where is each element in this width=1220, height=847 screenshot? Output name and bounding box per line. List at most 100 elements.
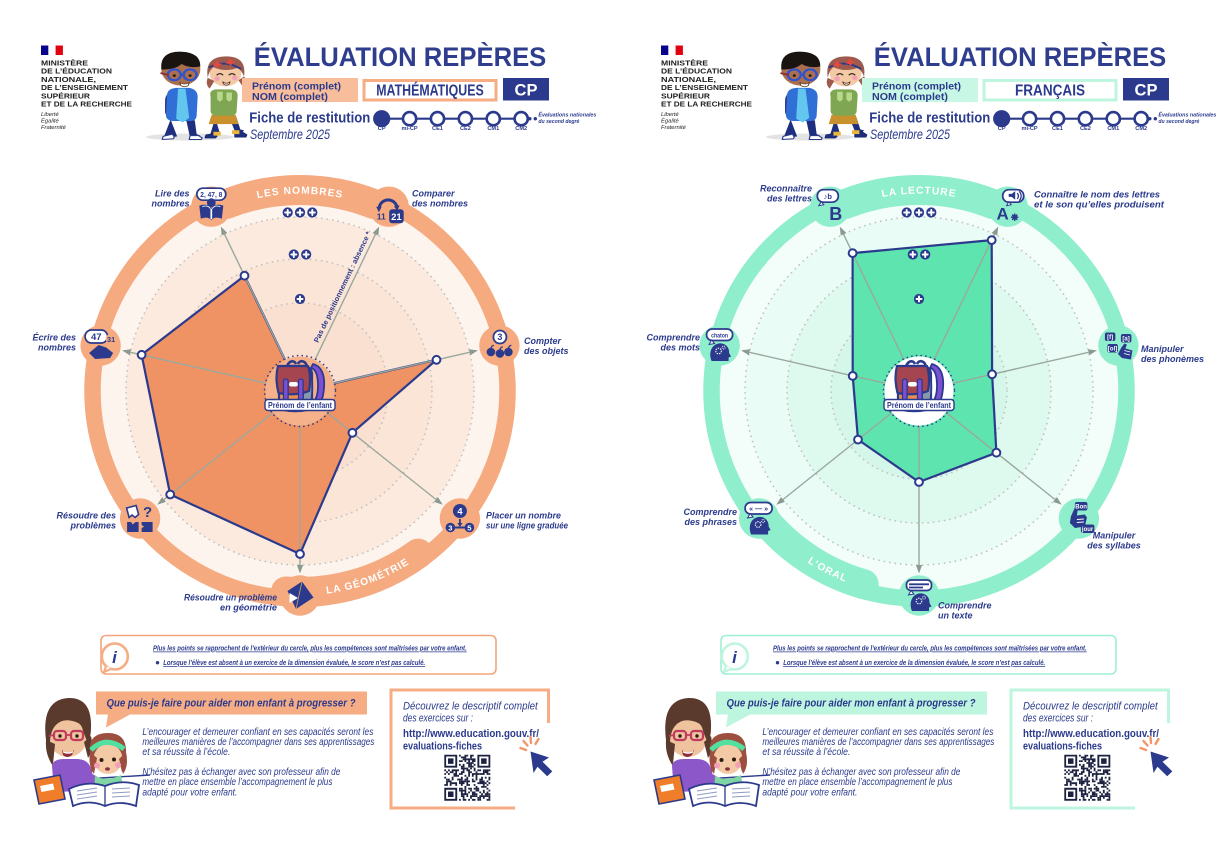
svg-text:[a]: [a] (1122, 336, 1129, 342)
svg-text:Résoudre un problème: Résoudre un problème (184, 593, 277, 603)
svg-text:http://www.education.gouv.fr/: http://www.education.gouv.fr/ (1023, 728, 1159, 740)
svg-text:B: B (829, 204, 842, 224)
svg-text:des exercices sur :: des exercices sur : (403, 713, 473, 725)
svg-text:et le son qu’elles produisent: et le son qu’elles produisent (1034, 199, 1165, 209)
svg-text:mettre en place ensemble l’acc: mettre en place ensemble l’accompagnemen… (762, 777, 952, 788)
svg-text:Placer un nombre: Placer un nombre (486, 511, 561, 521)
svg-text:Fiche de restitution: Fiche de restitution (249, 109, 370, 126)
svg-text:DE L’ÉDUCATION: DE L’ÉDUCATION (41, 67, 112, 76)
svg-text:LES NOMBRES: LES NOMBRES (256, 186, 344, 202)
svg-text:ÉVALUATION REPÈRES: ÉVALUATION REPÈRES (874, 42, 1167, 72)
svg-text:adapté pour votre enfant.: adapté pour votre enfant. (142, 787, 237, 798)
svg-text:Résoudre des: Résoudre des (56, 511, 116, 521)
svg-text:Découvrez le descriptif comple: Découvrez le descriptif complet (1023, 701, 1159, 713)
svg-text:Manipuler: Manipuler (1141, 344, 1184, 354)
svg-text:Plus les points se rapprochent: Plus les points se rapprochent de l’exté… (153, 644, 467, 653)
svg-text:mettre en place ensemble l’acc: mettre en place ensemble l’accompagnemen… (142, 777, 332, 788)
svg-text:sur une ligne graduée: sur une ligne graduée (486, 520, 568, 530)
svg-text:CP: CP (998, 126, 1006, 132)
svg-text:Prénom de l’enfant: Prénom de l’enfant (268, 401, 332, 410)
svg-text:N’hésitez pas à échanger avec: N’hésitez pas à échanger avec son profes… (142, 767, 340, 778)
svg-text:CE1: CE1 (432, 126, 443, 132)
svg-text:un texte: un texte (938, 610, 973, 620)
svg-text:nombres: nombres (38, 342, 76, 352)
svg-text:SUPÉRIEUR: SUPÉRIEUR (661, 91, 711, 100)
svg-text:des mots: des mots (660, 342, 700, 352)
svg-text:« — »: « — » (749, 506, 768, 513)
svg-text:FRANÇAIS: FRANÇAIS (1015, 82, 1085, 99)
svg-text:Compter: Compter (524, 336, 561, 346)
svg-text:chaton: chaton (711, 332, 728, 339)
svg-text:4: 4 (457, 507, 463, 517)
svg-text:MINISTÈRE: MINISTÈRE (661, 59, 708, 68)
svg-text:i: i (112, 648, 118, 667)
svg-text:CM1: CM1 (1107, 126, 1119, 132)
svg-text:et sa réussite à l’école.: et sa réussite à l’école. (142, 747, 230, 758)
svg-text:du second degré: du second degré (538, 119, 579, 125)
svg-text:♪b: ♪b (824, 192, 833, 201)
svg-text:CP: CP (515, 82, 538, 100)
svg-text:Fiche de restitution: Fiche de restitution (869, 109, 990, 126)
svg-text:Connaître le nom des lettres: Connaître le nom des lettres (1034, 190, 1160, 200)
svg-text:du second degré: du second degré (1158, 119, 1199, 125)
svg-text:CM1: CM1 (487, 126, 499, 132)
svg-text:Comprendre: Comprendre (683, 507, 737, 517)
svg-text:evaluations-fiches: evaluations-fiches (403, 741, 482, 753)
svg-text:21: 21 (391, 212, 402, 223)
svg-text:Lire des: Lire des (155, 189, 190, 199)
svg-text:NOM (complet): NOM (complet) (252, 92, 328, 103)
svg-text:Écrire des: Écrire des (32, 333, 76, 343)
svg-text:meilleures manières de l’accom: meilleures manières de l’accompagner dan… (142, 737, 374, 748)
svg-text:47: 47 (91, 332, 102, 343)
svg-text:L’encourager et demeurer confi: L’encourager et demeurer confiant en ses… (762, 727, 993, 738)
svg-text:NATIONALE,: NATIONALE, (41, 75, 96, 84)
svg-text:Comprendre: Comprendre (938, 601, 992, 611)
svg-text:Que puis-je faire pour aider m: Que puis-je faire pour aider mon enfant … (107, 698, 356, 710)
svg-text:Prénom (complet): Prénom (complet) (252, 82, 341, 93)
svg-text:des phrases: des phrases (684, 517, 737, 527)
svg-text:DE L’ÉDUCATION: DE L’ÉDUCATION (661, 67, 732, 76)
svg-text:Liberté: Liberté (661, 112, 680, 118)
svg-text:Manipuler: Manipuler (1093, 531, 1136, 541)
svg-text:2, 47, 8: 2, 47, 8 (200, 192, 222, 199)
svg-text:31: 31 (107, 335, 115, 344)
svg-text:des phonèmes: des phonèmes (1141, 354, 1204, 364)
svg-text:nombres: nombres (151, 198, 189, 208)
svg-text:NOM (complet): NOM (complet) (872, 92, 948, 103)
svg-text:5: 5 (467, 523, 472, 532)
svg-text:NATIONALE,: NATIONALE, (661, 75, 716, 84)
svg-text:Reconnaître: Reconnaître (760, 184, 812, 194)
svg-text:Évaluations nationales: Évaluations nationales (538, 111, 596, 119)
svg-text:Fraternité: Fraternité (661, 125, 687, 131)
svg-text:DE L’ENSEIGNEMENT: DE L’ENSEIGNEMENT (661, 83, 748, 92)
svg-text:Égalité: Égalité (661, 118, 680, 125)
svg-text:[f]: [f] (1107, 335, 1113, 341)
svg-text:evaluations-fiches: evaluations-fiches (1023, 741, 1102, 753)
svg-text:CM2: CM2 (1135, 126, 1147, 132)
svg-text:Comparer: Comparer (412, 189, 455, 199)
svg-text:CM2: CM2 (515, 126, 527, 132)
svg-text:3: 3 (448, 523, 452, 532)
svg-text:3: 3 (497, 332, 502, 342)
svg-text:ÉVALUATION REPÈRES: ÉVALUATION REPÈRES (254, 42, 547, 72)
svg-text:problèmes: problèmes (69, 520, 116, 530)
svg-text:CE2: CE2 (1080, 126, 1091, 132)
svg-text:N’hésitez pas à échanger avec: N’hésitez pas à échanger avec son profes… (762, 767, 960, 778)
svg-text:Septembre 2025: Septembre 2025 (870, 127, 950, 142)
svg-text:Fraternité: Fraternité (41, 125, 67, 131)
svg-text:Que puis-je faire pour aider m: Que puis-je faire pour aider mon enfant … (727, 698, 976, 710)
svg-text:ET DE LA RECHERCHE: ET DE LA RECHERCHE (41, 100, 132, 109)
svg-text:[ol]: [ol] (1108, 346, 1117, 352)
svg-text:Comprendre: Comprendre (646, 333, 700, 343)
svg-text:et sa réussite à l’école.: et sa réussite à l’école. (762, 747, 850, 758)
svg-text:Lorsque l’élève est absent à u: Lorsque l’élève est absent à un exercice… (163, 658, 425, 667)
svg-text:Égalité: Égalité (41, 118, 60, 125)
svg-text:CE2: CE2 (460, 126, 471, 132)
svg-text:CE1: CE1 (1052, 126, 1063, 132)
svg-text:ET DE LA RECHERCHE: ET DE LA RECHERCHE (661, 100, 752, 109)
svg-text:des lettres: des lettres (767, 193, 812, 203)
svg-text:mi-CP: mi-CP (402, 126, 418, 132)
svg-text:11: 11 (377, 212, 386, 222)
svg-text:MATHÉMATIQUES: MATHÉMATIQUES (376, 82, 484, 99)
svg-text:Bon: Bon (1075, 504, 1087, 510)
